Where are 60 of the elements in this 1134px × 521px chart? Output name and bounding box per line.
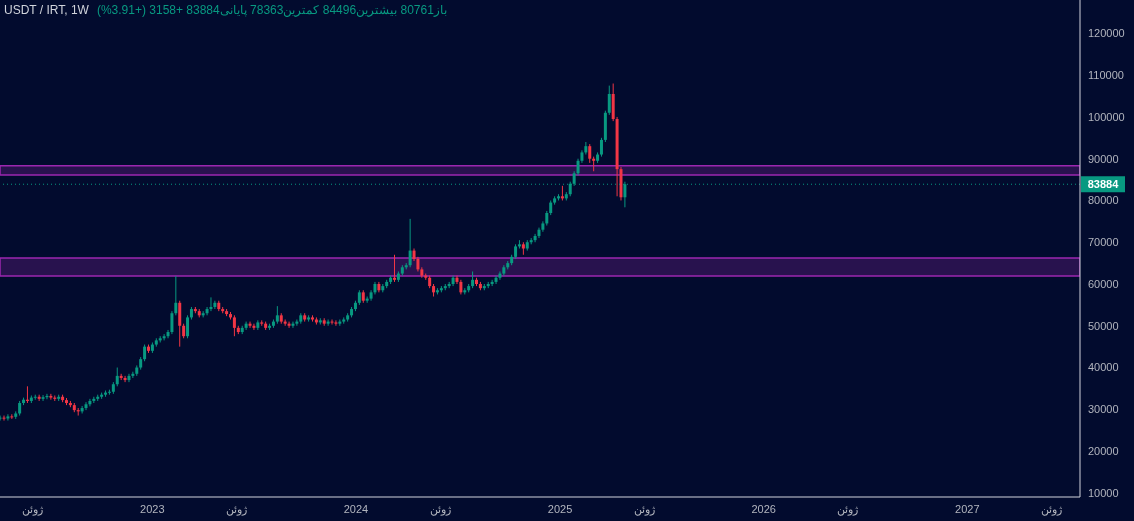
candlestick bbox=[186, 314, 190, 339]
x-tick-label: ژوئن bbox=[22, 502, 44, 516]
y-tick-label: 100000 bbox=[1088, 110, 1125, 123]
candlestick bbox=[607, 85, 611, 116]
x-tick-label: 2025 bbox=[547, 502, 573, 515]
candlestick bbox=[244, 321, 248, 331]
candlestick bbox=[490, 279, 494, 287]
candlestick bbox=[295, 319, 299, 327]
candlestick bbox=[131, 371, 135, 379]
y-tick-label: 50000 bbox=[1088, 319, 1119, 332]
y-tick-label: 20000 bbox=[1088, 444, 1119, 457]
x-tick-label: 2024 bbox=[343, 502, 369, 515]
candlestick bbox=[127, 373, 131, 383]
y-tick-label: 10000 bbox=[1088, 486, 1119, 499]
candlestick bbox=[252, 323, 256, 331]
candlestick bbox=[115, 367, 119, 387]
candlestick bbox=[334, 319, 338, 327]
candlestick bbox=[330, 319, 334, 326]
x-tick-label: 2023 bbox=[140, 502, 165, 515]
y-tick-label: 40000 bbox=[1088, 361, 1119, 374]
y-tick-label: 80000 bbox=[1088, 194, 1119, 207]
x-tick-label: 2026 bbox=[751, 502, 776, 515]
candlestick bbox=[6, 413, 10, 422]
x-tick-label: ژوئن bbox=[1041, 502, 1063, 516]
y-tick-label: 120000 bbox=[1088, 27, 1125, 40]
candlestick bbox=[49, 393, 53, 401]
candlestick bbox=[178, 300, 182, 348]
candlestick bbox=[123, 375, 127, 383]
candlestick bbox=[0, 415, 2, 422]
candlestick bbox=[588, 143, 592, 164]
x-tick-label: 2027 bbox=[955, 502, 980, 515]
candlestick bbox=[498, 270, 502, 281]
candlestick bbox=[287, 321, 291, 329]
candlestick bbox=[41, 394, 45, 402]
y-tick-label: 90000 bbox=[1088, 152, 1119, 165]
candlestick bbox=[209, 296, 213, 312]
candlestick bbox=[599, 137, 603, 158]
candlestick bbox=[326, 319, 330, 327]
candlestick bbox=[291, 321, 295, 329]
candlestick bbox=[213, 300, 217, 310]
x-tick-label: ژوئن bbox=[837, 502, 859, 516]
ref-line-label: 83884 bbox=[1087, 178, 1120, 191]
candlestick bbox=[2, 415, 6, 422]
x-tick-label: ژوئن bbox=[633, 502, 655, 516]
y-tick-label: 60000 bbox=[1088, 277, 1119, 290]
candlestick bbox=[88, 398, 92, 407]
chart-title: USDT / IRT, 1W bbox=[4, 3, 89, 17]
y-tick-label: 70000 bbox=[1088, 236, 1119, 249]
candlestick bbox=[408, 218, 412, 268]
x-tick-label: ژوئن bbox=[430, 502, 452, 516]
chart-subtitle: باز80761 بیشترین84496 کمترین78363 پایانی83884 +3158 (+3.91%) bbox=[96, 3, 447, 17]
candlestick bbox=[494, 275, 498, 285]
candlestick bbox=[232, 314, 236, 337]
candlestick bbox=[162, 333, 166, 341]
candlestick bbox=[80, 405, 84, 414]
y-tick-label: 30000 bbox=[1088, 403, 1119, 416]
candlestick bbox=[248, 321, 252, 329]
candlestick bbox=[84, 401, 88, 411]
x-tick-label: ژوئن bbox=[226, 502, 248, 516]
y-tick-label: 110000 bbox=[1088, 69, 1124, 82]
